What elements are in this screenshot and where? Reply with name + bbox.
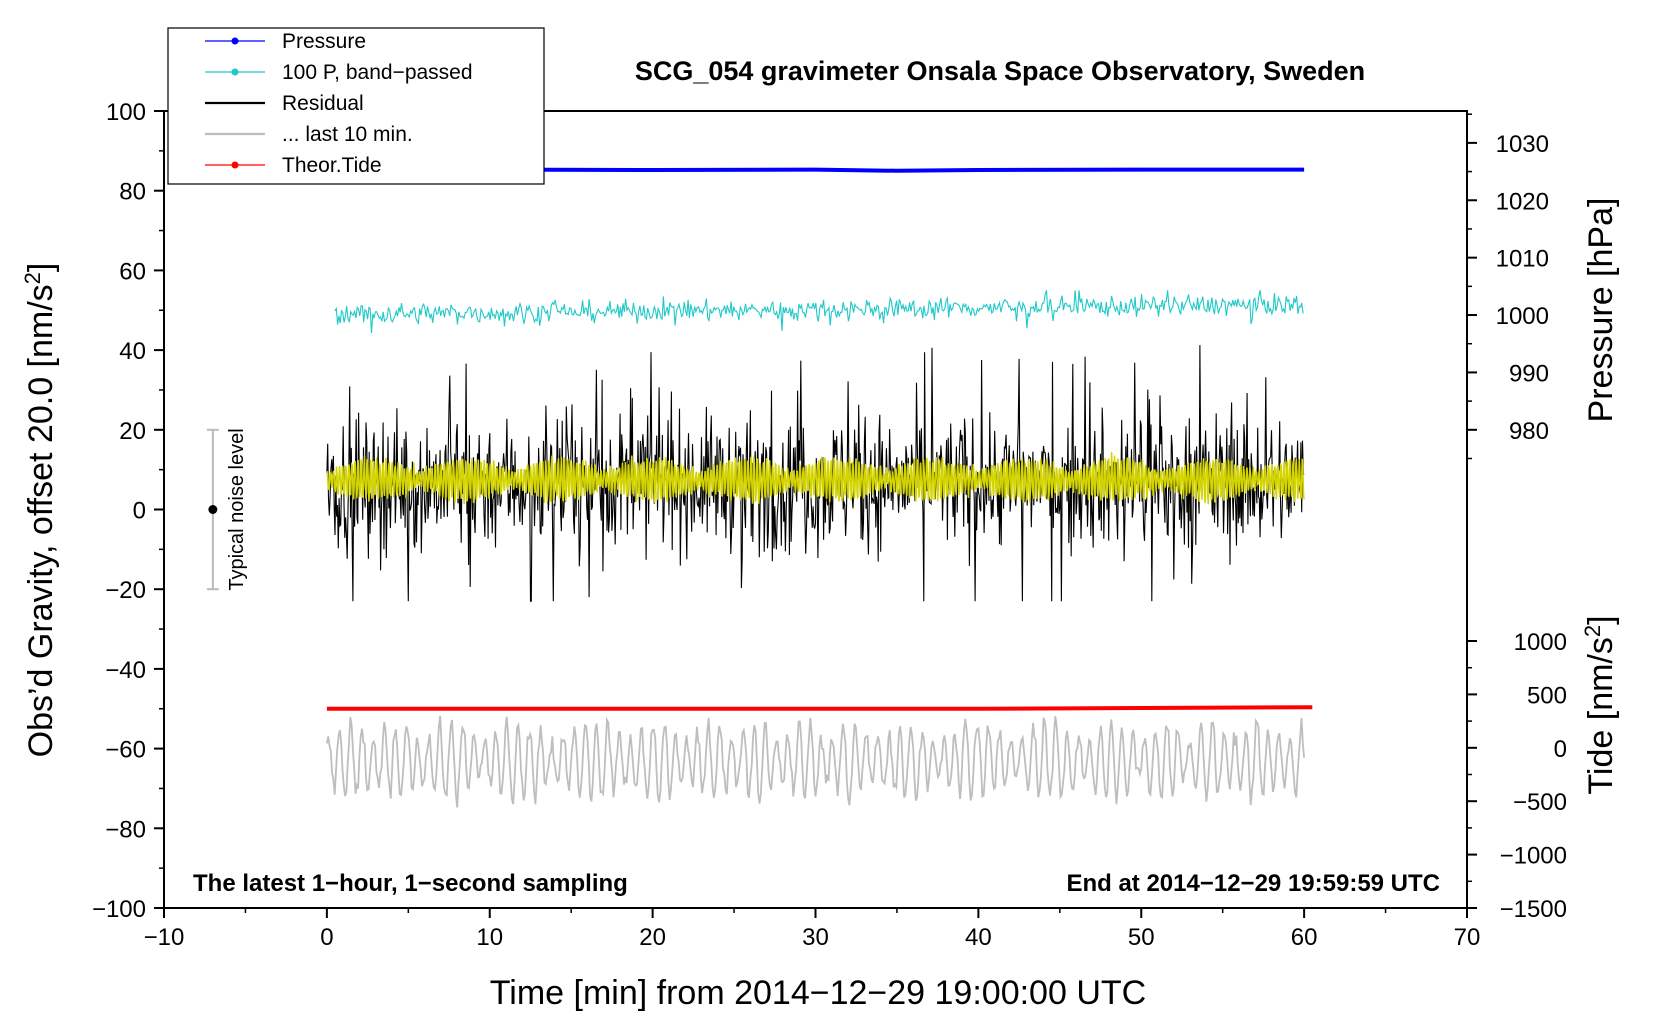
x-tick-label: 30 xyxy=(802,924,829,951)
noise-bar-label: Typical noise level xyxy=(226,428,248,590)
legend-box xyxy=(167,27,545,185)
x-tick-label: 60 xyxy=(1291,924,1318,951)
series-layer xyxy=(326,167,1313,808)
legend: Pressure 100 P, band−passed Residual ... la… xyxy=(167,27,545,185)
pressure-tick-label: 1010 xyxy=(1496,246,1549,273)
x-tick-label: 50 xyxy=(1128,924,1155,951)
pressure-axis: 980 990 1000 1010 1020 1030 xyxy=(1467,113,1549,460)
left-y-axis-title-end: ] xyxy=(22,263,60,272)
series-theor-tide xyxy=(326,705,1313,711)
series-band-passed xyxy=(334,290,1304,334)
tide-axis-title-end: ] xyxy=(1582,615,1620,624)
pressure-tick-label: 990 xyxy=(1509,360,1549,387)
tide-tick-label: −500 xyxy=(1513,789,1567,816)
legend-label: ... last 10 min. xyxy=(282,123,413,146)
y-tick-label: −100 xyxy=(92,896,146,923)
y-tick-label: −80 xyxy=(105,816,146,843)
y-tick-label: 60 xyxy=(119,258,146,285)
y-tick-label: 20 xyxy=(119,418,146,445)
pressure-tick-label: 980 xyxy=(1509,418,1549,445)
x-tick-label: 40 xyxy=(965,924,992,951)
left-y-axis-title-main: Obs’d Gravity, offset 20.0 [nm/s xyxy=(22,284,60,757)
legend-label: Residual xyxy=(282,92,364,115)
tide-tick-label: −1000 xyxy=(1500,843,1567,870)
y-tick-label: 40 xyxy=(119,338,146,365)
tide-tick-label: 500 xyxy=(1527,682,1567,709)
x-tick-label: 20 xyxy=(639,924,666,951)
y-tick-label: 0 xyxy=(133,498,146,525)
y-tick-label: 80 xyxy=(119,179,146,206)
legend-label: Pressure xyxy=(282,30,366,53)
note-sampling: The latest 1−hour, 1−second sampling xyxy=(193,870,628,897)
pressure-axis-title: Pressure [hPa] xyxy=(1582,198,1620,423)
series-last-10-min xyxy=(326,715,1305,808)
series-residual xyxy=(326,345,1305,602)
series-residual-smoothed xyxy=(326,451,1305,505)
y-tick-label: 100 xyxy=(106,99,146,126)
legend-label: Theor.Tide xyxy=(282,154,382,177)
pressure-tick-label: 1020 xyxy=(1496,188,1549,215)
legend-label: 100 P, band−passed xyxy=(282,61,473,84)
tide-tick-label: 0 xyxy=(1554,736,1567,763)
y-tick-label: −40 xyxy=(105,657,146,684)
pressure-tick-label: 1030 xyxy=(1496,131,1549,158)
tide-axis-title-main: Tide [nm/s xyxy=(1582,637,1620,794)
tide-axis-title-sup: 2 xyxy=(1580,625,1605,637)
tide-tick-label: −1500 xyxy=(1500,896,1567,923)
tide-tick-label: 1000 xyxy=(1514,629,1567,656)
tide-axis: −1500 −1000 −500 0 500 1000 xyxy=(1467,629,1567,923)
y-tick-label: −60 xyxy=(105,737,146,764)
x-tick-label: 70 xyxy=(1454,924,1481,951)
x-tick-label: −10 xyxy=(144,924,185,951)
left-y-axis-title-sup: 2 xyxy=(20,272,45,284)
x-axis: −10 0 10 20 30 40 50 60 70 xyxy=(144,908,1481,951)
x-axis-title: Time [min] from 2014−12−29 19:00:00 UTC xyxy=(490,974,1146,1012)
pressure-tick-label: 1000 xyxy=(1496,303,1549,330)
noise-bar-center-dot xyxy=(208,505,218,514)
chart-title: SCG_054 gravimeter Onsala Space Observat… xyxy=(635,56,1365,86)
noise-level-bar: Typical noise level xyxy=(206,428,248,591)
note-end-time: End at 2014−12−29 19:59:59 UTC xyxy=(1066,870,1440,897)
x-tick-label: 0 xyxy=(320,924,333,951)
left-y-axis-title: Obs’d Gravity, offset 20.0 [nm/s2] xyxy=(20,263,60,758)
legend-marker xyxy=(231,68,239,76)
x-tick-label: 10 xyxy=(476,924,503,951)
tide-axis-title: Tide [nm/s2] xyxy=(1580,615,1620,794)
left-y-axis: −100 −80 −60 −40 −20 0 20 40 60 80 100 xyxy=(92,99,164,923)
legend-marker xyxy=(231,37,239,45)
y-tick-label: −20 xyxy=(105,577,146,604)
legend-marker xyxy=(231,161,239,169)
